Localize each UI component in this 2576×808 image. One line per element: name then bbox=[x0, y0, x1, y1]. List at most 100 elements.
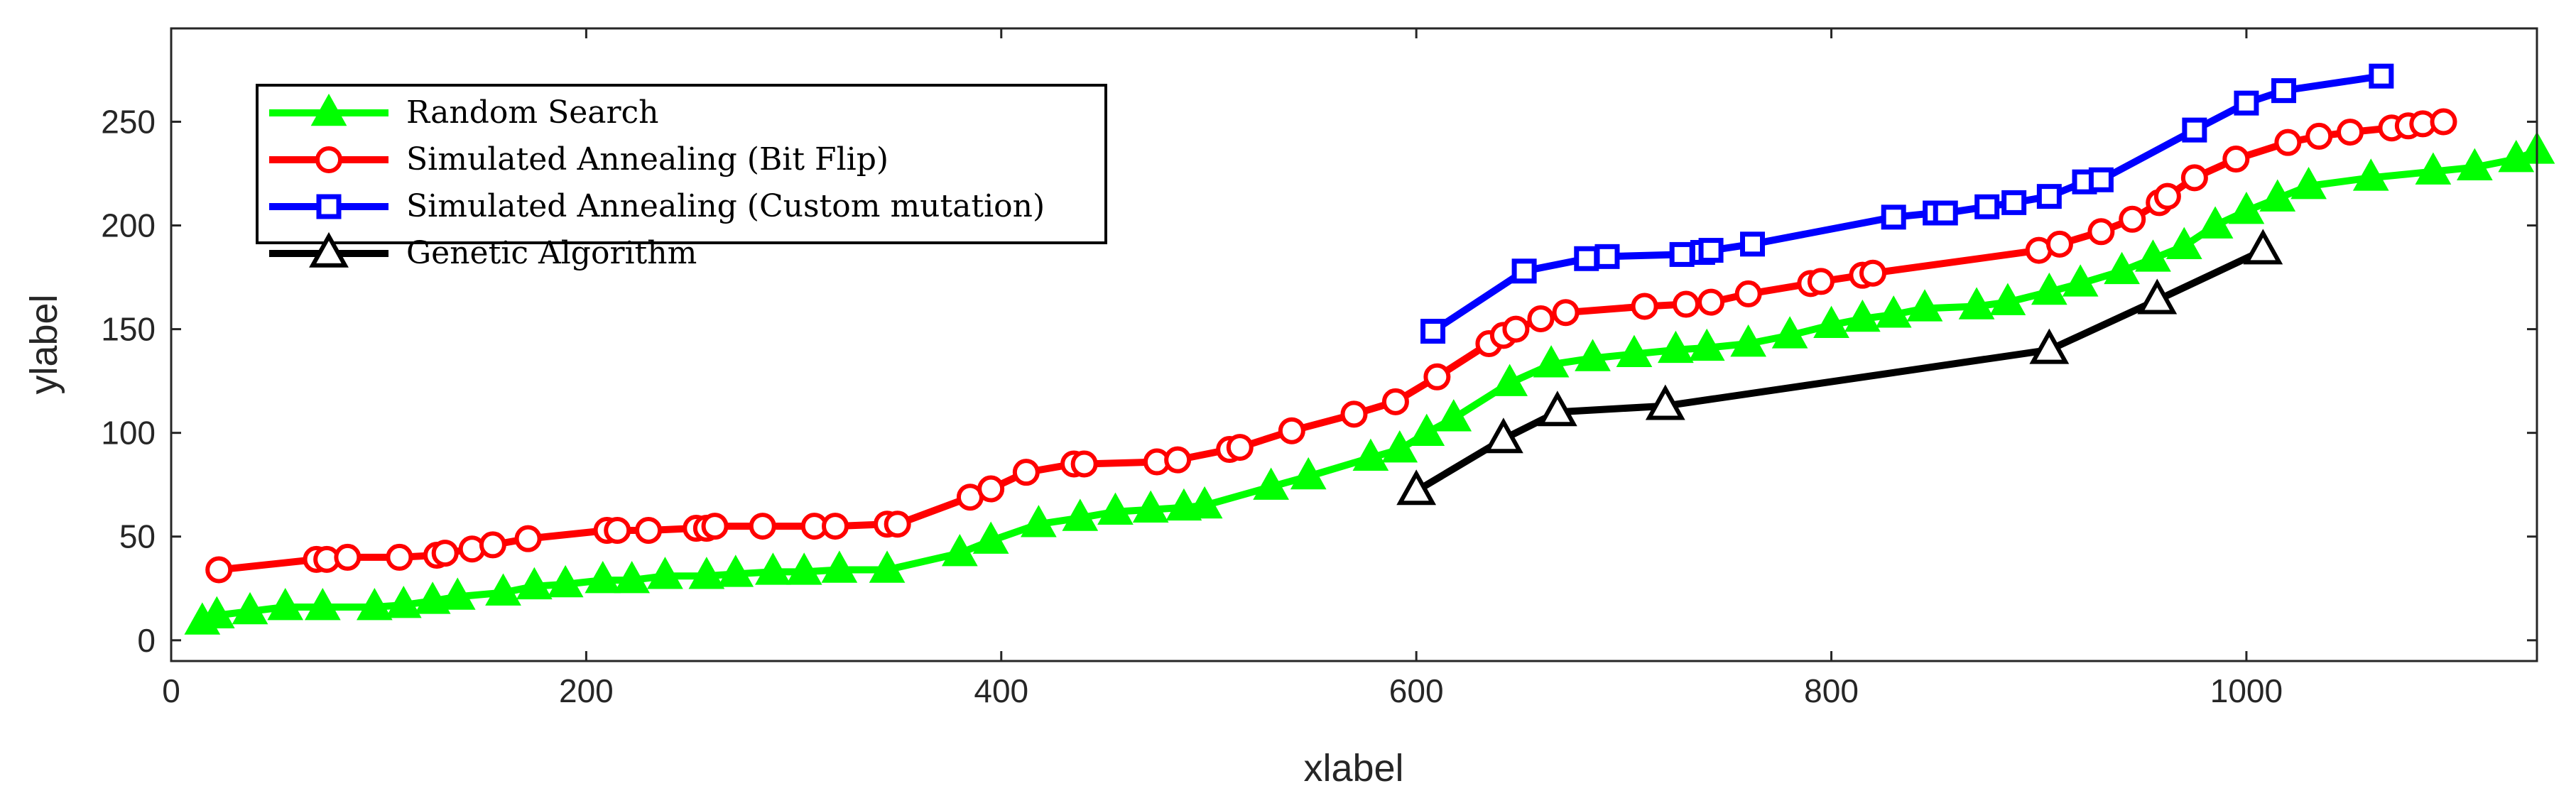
legend-entry: Simulated Annealing (Custom mutation) bbox=[269, 188, 1045, 224]
data-point bbox=[2259, 179, 2296, 212]
data-point bbox=[2031, 272, 2067, 305]
data-point bbox=[1740, 231, 1766, 257]
y-tick-label: 0 bbox=[137, 622, 156, 659]
data-point bbox=[1771, 316, 1808, 349]
data-point bbox=[2222, 146, 2250, 173]
data-point bbox=[205, 556, 233, 584]
data-point bbox=[232, 591, 268, 625]
data-point bbox=[1673, 290, 1700, 318]
data-point bbox=[2228, 192, 2265, 224]
data-point bbox=[884, 511, 911, 538]
data-point bbox=[2337, 119, 2364, 146]
data-point bbox=[701, 513, 729, 540]
data-point bbox=[1906, 289, 1943, 322]
data-point bbox=[304, 587, 341, 621]
data-point bbox=[1012, 459, 1040, 486]
legend-marker bbox=[309, 231, 349, 268]
data-point bbox=[1132, 490, 1169, 523]
data-point bbox=[1511, 258, 1537, 284]
legend: Random Search Simulated Annealing (Bit Fl… bbox=[256, 84, 1107, 271]
data-point bbox=[2088, 167, 2114, 192]
data-point bbox=[547, 564, 584, 598]
data-point bbox=[2271, 78, 2297, 104]
data-point bbox=[2456, 148, 2493, 181]
data-point bbox=[2029, 328, 2070, 364]
data-point bbox=[1396, 469, 1437, 506]
data-point bbox=[2352, 158, 2389, 191]
data-point bbox=[1881, 204, 1906, 230]
data-point bbox=[2305, 122, 2333, 150]
data-point bbox=[755, 552, 791, 585]
legend-label: Random Search bbox=[406, 94, 659, 131]
data-point bbox=[431, 540, 459, 567]
data-point bbox=[2430, 108, 2457, 136]
data-point bbox=[1807, 268, 1835, 295]
series-2 bbox=[1420, 63, 2394, 344]
data-point bbox=[267, 587, 304, 621]
x-tick-label: 400 bbox=[974, 672, 1028, 709]
data-point bbox=[1875, 295, 1912, 328]
legend-entry: Simulated Annealing (Bit Flip) bbox=[269, 141, 888, 178]
data-point bbox=[514, 525, 542, 552]
data-point bbox=[821, 550, 858, 583]
data-point bbox=[1097, 492, 1134, 525]
data-point bbox=[2153, 182, 2181, 210]
data-point bbox=[1164, 446, 1192, 474]
data-point bbox=[635, 516, 663, 544]
data-point bbox=[1226, 434, 1254, 462]
data-point bbox=[1423, 363, 1451, 391]
data-point bbox=[1537, 391, 1577, 427]
data-point bbox=[356, 587, 393, 621]
data-point bbox=[614, 560, 651, 594]
data-point bbox=[2165, 226, 2202, 260]
data-point bbox=[1070, 450, 1098, 478]
data-point bbox=[1958, 287, 1995, 320]
x-tick-label: 800 bbox=[1804, 672, 1859, 709]
data-point bbox=[1734, 280, 1762, 307]
data-point bbox=[2182, 117, 2207, 143]
data-point bbox=[1502, 315, 1530, 343]
data-point bbox=[1989, 283, 2026, 315]
data-point bbox=[485, 573, 521, 606]
data-point bbox=[2087, 218, 2115, 246]
y-tick-label: 50 bbox=[119, 518, 156, 555]
legend-label: Simulated Annealing (Custom mutation) bbox=[406, 188, 1045, 224]
data-point bbox=[1658, 330, 1694, 364]
legend-entry: Genetic Algorithm bbox=[269, 231, 697, 271]
data-point bbox=[786, 552, 822, 585]
data-point bbox=[1574, 246, 1599, 271]
data-point bbox=[1631, 293, 1658, 320]
data-point bbox=[1552, 299, 1580, 327]
data-point bbox=[2290, 166, 2327, 200]
data-point bbox=[1021, 505, 1057, 537]
data-point bbox=[2104, 251, 2140, 285]
data-point bbox=[2369, 63, 2394, 89]
data-point bbox=[822, 513, 849, 540]
series-0 bbox=[184, 131, 2555, 635]
data-point bbox=[385, 586, 422, 618]
data-point bbox=[1594, 244, 1620, 269]
legend-entry: Random Search bbox=[269, 93, 659, 131]
data-point bbox=[1730, 324, 1767, 357]
data-point bbox=[1669, 241, 1695, 267]
data-point bbox=[1933, 200, 1958, 226]
data-point bbox=[749, 513, 776, 540]
y-tick-label: 200 bbox=[101, 207, 156, 244]
data-point bbox=[1575, 339, 1611, 371]
data-point bbox=[2415, 152, 2452, 185]
x-tick-label: 1000 bbox=[2210, 672, 2283, 709]
y-tick-label: 150 bbox=[101, 311, 156, 348]
data-point bbox=[2119, 205, 2146, 233]
data-point bbox=[1616, 334, 1653, 367]
data-point bbox=[688, 557, 725, 589]
data-point bbox=[717, 555, 754, 587]
data-point bbox=[1290, 457, 1327, 490]
data-point bbox=[1491, 364, 1528, 396]
data-point bbox=[1859, 259, 1886, 287]
data-point bbox=[1533, 345, 1570, 378]
data-point bbox=[585, 560, 621, 594]
data-point bbox=[2197, 206, 2234, 239]
y-axis-label: ylabel bbox=[23, 294, 65, 394]
data-point bbox=[941, 534, 978, 567]
